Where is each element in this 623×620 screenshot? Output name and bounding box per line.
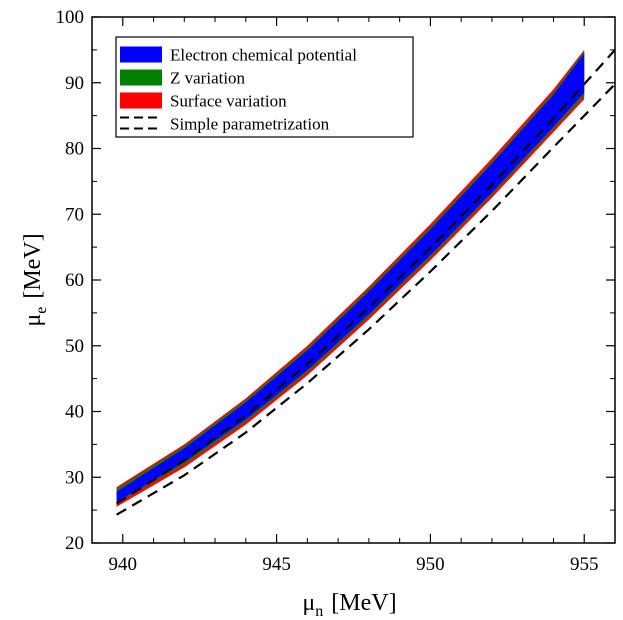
- legend-item-electron-chemical-potential: Electron chemical potential: [120, 46, 357, 65]
- legend-item-surface-variation: Surface variation: [120, 92, 287, 111]
- y-tick-label-80: 80: [65, 139, 84, 160]
- y-tick-label-90: 90: [65, 73, 84, 94]
- legend-label-electron-chemical-potential: Electron chemical potential: [170, 46, 357, 65]
- legend-item-z-variation: Z variation: [120, 69, 246, 88]
- axis-ticks: 940 945 950 955 20 30 40 50 60 70 80 90 100: [56, 7, 616, 575]
- x-axis-unit: [MeV]: [331, 590, 396, 616]
- y-tick-label-100: 100: [56, 7, 85, 28]
- x-tick-label-945: 945: [262, 554, 291, 575]
- legend-label-surface-variation: Surface variation: [170, 92, 287, 111]
- y-axis-symbol: μ: [20, 314, 46, 327]
- x-tick-label-940: 940: [109, 554, 138, 575]
- x-axis-subscript: n: [315, 603, 323, 620]
- y-axis-label: μe [MeV]: [20, 233, 50, 326]
- x-tick-label-950: 950: [416, 554, 445, 575]
- y-axis-subscript: e: [33, 307, 50, 314]
- legend-swatch-electron-chemical-potential: [120, 46, 162, 63]
- y-tick-label-60: 60: [65, 270, 84, 291]
- x-axis-label: μn [MeV]: [302, 590, 396, 620]
- y-tick-label-40: 40: [65, 402, 84, 423]
- x-axis-symbol: μ: [302, 590, 315, 616]
- y-tick-label-70: 70: [65, 204, 84, 225]
- plot-area: [116, 49, 615, 516]
- line-simple-parametrization-lower: [116, 83, 615, 516]
- y-tick-label-30: 30: [65, 467, 84, 488]
- legend-swatch-simple-parametrization: [120, 116, 162, 130]
- legend-label-simple-parametrization: Simple parametrization: [170, 115, 330, 134]
- y-axis-unit: [MeV]: [20, 233, 46, 298]
- x-tick-label-955: 955: [570, 554, 599, 575]
- y-tick-label-50: 50: [65, 336, 84, 357]
- legend-box: [115, 36, 414, 138]
- legend-item-simple-parametrization: Simple parametrization: [120, 115, 330, 134]
- legend-swatch-surface-variation: [120, 92, 162, 109]
- legend-label-z-variation: Z variation: [170, 69, 246, 88]
- y-tick-label-20: 20: [65, 533, 84, 554]
- legend: Electron chemical potential Z variation Su…: [115, 36, 414, 138]
- legend-swatch-z-variation: [120, 69, 162, 86]
